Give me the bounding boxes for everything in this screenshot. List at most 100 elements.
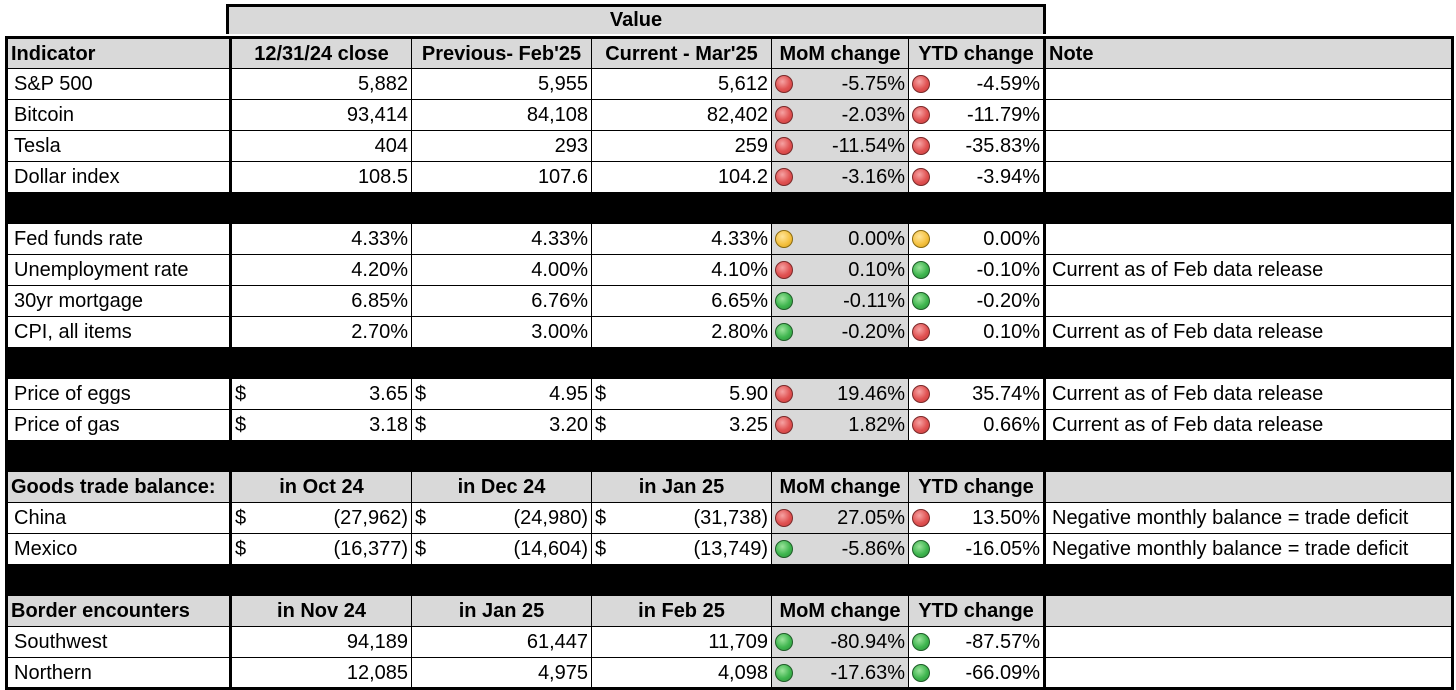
currency-symbol: $ xyxy=(595,383,607,405)
indicator-name: S&P 500 xyxy=(6,68,231,100)
amount: 5.90 xyxy=(729,383,768,405)
currency-symbol: $ xyxy=(595,414,607,436)
mom-change-value: 0.00% xyxy=(848,228,905,250)
ytd-change-content: -16.05% xyxy=(912,537,1040,561)
ytd-change-content: 0.00% xyxy=(912,227,1040,251)
mom-change-content: -5.75% xyxy=(775,72,905,96)
amount: (31,738) xyxy=(693,507,769,529)
separator-cell xyxy=(1044,564,1453,596)
ytd-change-content: -3.94% xyxy=(912,165,1040,189)
status-red-circle-icon xyxy=(775,75,793,93)
section-separator xyxy=(6,192,1453,224)
value-cell-2: 3.00% xyxy=(411,316,592,348)
ytd-change-value: -35.83% xyxy=(965,135,1041,157)
table-row: 30yr mortgage 6.85% 6.76% 6.65% -0.11% -0.20% xyxy=(6,285,1453,317)
currency-value: $ (31,738) xyxy=(595,506,768,530)
mom-change-cell: -0.11% xyxy=(771,285,909,317)
mom-change-content: 0.10% xyxy=(775,258,905,282)
ytd-change-value: 0.00% xyxy=(983,228,1040,250)
table-row: China $ (27,962) $ (24,980) $ (31,738) 27.05% 13… xyxy=(6,502,1453,534)
status-red-circle-icon xyxy=(775,509,793,527)
mom-change-content: -80.94% xyxy=(775,630,905,654)
amount: (14,604) xyxy=(513,538,589,560)
mom-change-value: -5.75% xyxy=(841,73,905,95)
separator-cell xyxy=(1044,347,1453,379)
status-red-circle-icon xyxy=(775,106,793,124)
table-row: CPI, all items 2.70% 3.00% 2.80% -0.20% 0.10%… xyxy=(6,316,1453,348)
ytd-change-value: -0.20% xyxy=(976,290,1040,312)
ytd-change-cell: -35.83% xyxy=(908,130,1046,162)
currency-value: $3.18 xyxy=(235,413,408,437)
amount: (13,749) xyxy=(693,538,769,560)
status-green-circle-icon xyxy=(775,323,793,341)
status-green-circle-icon xyxy=(912,633,930,651)
section-header-period-2: in Dec 24 xyxy=(411,471,592,503)
separator-cell xyxy=(1044,440,1453,472)
indicator-name: Price of gas xyxy=(6,409,231,441)
currency-value: $3.25 xyxy=(595,413,768,437)
separator-cell xyxy=(230,440,412,472)
mom-change-cell: -11.54% xyxy=(771,130,909,162)
ytd-change-value: 35.74% xyxy=(972,383,1040,405)
table-body: Indicator 12/31/24 close Previous- Feb'2… xyxy=(6,37,1453,689)
value-cell-3: 4.33% xyxy=(591,223,772,255)
separator-cell xyxy=(591,564,772,596)
ytd-change-cell: 0.66% xyxy=(908,409,1046,441)
ytd-change-value: -16.05% xyxy=(965,538,1041,560)
value-cell-3: 5,612 xyxy=(591,68,772,100)
separator-cell xyxy=(591,192,772,224)
separator-cell xyxy=(908,192,1045,224)
mom-change-cell: -5.75% xyxy=(771,68,909,100)
value-cell-1: 93,414 xyxy=(229,99,412,131)
table-row: Fed funds rate 4.33% 4.33% 4.33% 0.00% 0.00% xyxy=(6,223,1453,255)
status-red-circle-icon xyxy=(912,323,930,341)
value-cell-2: 4.00% xyxy=(411,254,592,286)
mom-change-cell: 27.05% xyxy=(771,502,909,534)
value-cell-1: 404 xyxy=(229,130,412,162)
section-header-period-1: in Oct 24 xyxy=(229,471,412,503)
note-cell: Current as of Feb data release xyxy=(1044,254,1453,286)
value-cell-2: 84,108 xyxy=(411,99,592,131)
currency-symbol: $ xyxy=(595,538,607,560)
ytd-change-cell: 0.10% xyxy=(908,316,1046,348)
ytd-change-content: -11.79% xyxy=(912,103,1040,127)
value-cell-2: 107.6 xyxy=(411,161,592,193)
status-red-circle-icon xyxy=(912,75,930,93)
indicator-name: Tesla xyxy=(6,130,231,162)
status-green-circle-icon xyxy=(775,540,793,558)
status-red-circle-icon xyxy=(912,509,930,527)
table-row: Bitcoin 93,414 84,108 82,402 -2.03% -11.79% xyxy=(6,99,1453,131)
currency-value: $3.65 xyxy=(235,382,408,406)
status-red-circle-icon xyxy=(775,416,793,434)
note-cell: Negative monthly balance = trade deficit xyxy=(1044,533,1453,565)
separator-cell xyxy=(591,347,772,379)
note-cell xyxy=(1044,223,1453,255)
ytd-change-value: -0.10% xyxy=(976,259,1040,281)
ytd-change-content: -0.10% xyxy=(912,258,1040,282)
mom-change-cell: -0.20% xyxy=(771,316,909,348)
currency-symbol: $ xyxy=(235,383,247,405)
separator-cell xyxy=(771,564,909,596)
separator-cell xyxy=(230,192,412,224)
section-header-ytd: YTD change xyxy=(908,471,1046,503)
value-cell-2: $3.20 xyxy=(411,409,592,441)
status-red-circle-icon xyxy=(775,261,793,279)
column-header-previous: Previous- Feb'25 xyxy=(411,37,592,69)
note-cell: Current as of Feb data release xyxy=(1044,316,1453,348)
value-cell-3: 82,402 xyxy=(591,99,772,131)
currency-value: $ (14,604) xyxy=(415,537,588,561)
section-header-period-2: in Jan 25 xyxy=(411,595,592,627)
mom-change-content: 1.82% xyxy=(775,413,905,437)
currency-symbol: $ xyxy=(415,383,427,405)
currency-symbol: $ xyxy=(235,507,247,529)
mom-change-cell: 1.82% xyxy=(771,409,909,441)
currency-symbol: $ xyxy=(595,507,607,529)
currency-value: $5.90 xyxy=(595,382,768,406)
mom-change-cell: 0.00% xyxy=(771,223,909,255)
status-red-circle-icon xyxy=(775,168,793,186)
section-header-mom: MoM change xyxy=(771,595,909,627)
status-red-circle-icon xyxy=(912,385,930,403)
status-green-circle-icon xyxy=(912,292,930,310)
ytd-change-value: -4.59% xyxy=(976,73,1040,95)
ytd-change-cell: -4.59% xyxy=(908,68,1046,100)
